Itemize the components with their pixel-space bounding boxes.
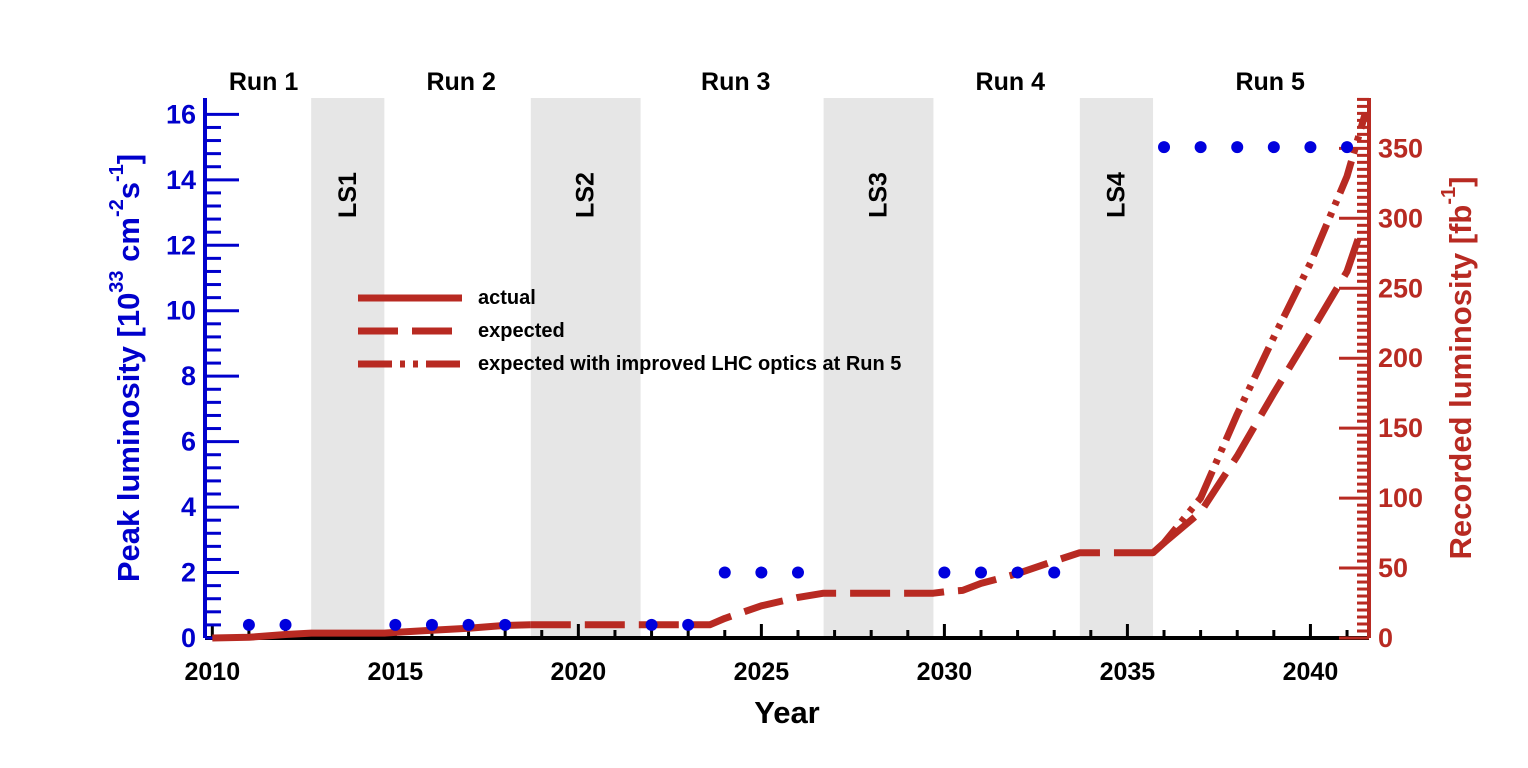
right-y-tick-label: 100 — [1378, 483, 1423, 513]
run-label-run-4: Run 4 — [976, 68, 1046, 96]
right-y-axis-title-part: Recorded luminosity [fb — [1443, 205, 1478, 560]
peak-luminosity-point — [389, 618, 402, 631]
peak-luminosity-point — [1011, 566, 1024, 579]
x-tick-label: 2030 — [917, 658, 973, 686]
run-label-run-3: Run 3 — [701, 68, 770, 96]
left-y-axis-title-part: ] — [111, 154, 146, 164]
series-line-dashed — [530, 238, 1362, 629]
left-y-tick-label: 10 — [166, 296, 196, 326]
peak-luminosity-point — [645, 618, 658, 631]
left-y-axis-title-exponent: -2 — [106, 199, 128, 217]
legend-label-dashed: expected — [478, 320, 565, 342]
x-tick-label: 2010 — [185, 658, 241, 686]
x-tick-label: 2035 — [1100, 658, 1156, 686]
x-tick-label: 2015 — [368, 658, 424, 686]
peak-luminosity-point — [1231, 141, 1244, 154]
left-y-axis-title-part: cm — [111, 217, 146, 270]
left-y-tick-label: 0 — [181, 623, 196, 653]
left-y-tick-label: 6 — [181, 427, 196, 457]
left-y-tick-label: 8 — [181, 361, 196, 391]
x-tick-label: 2040 — [1283, 658, 1339, 686]
peak-luminosity-point — [242, 618, 255, 631]
right-y-tick-label: 50 — [1378, 553, 1408, 583]
right-y-tick-label: 250 — [1378, 273, 1423, 303]
series-line-dashdot — [1150, 112, 1369, 556]
shutdown-label-ls1: LS1 — [334, 172, 362, 218]
shutdown-band-ls2 — [530, 98, 641, 638]
run-label-run-1: Run 1 — [229, 68, 299, 96]
right-y-tick-label: 350 — [1378, 133, 1423, 163]
peak-luminosity-point — [1267, 141, 1280, 154]
legend-label-dashdot: expected with improved LHC optics at Run… — [478, 353, 901, 375]
left-y-axis-title-exponent: 33 — [106, 270, 128, 292]
peak-luminosity-point — [279, 618, 292, 631]
left-y-axis-title-part: s — [111, 182, 146, 199]
right-y-tick-label: 200 — [1378, 343, 1423, 373]
right-y-tick-label: 150 — [1378, 413, 1423, 443]
x-tick-label: 2020 — [551, 658, 607, 686]
shutdown-label-ls3: LS3 — [865, 172, 893, 218]
shutdown-label-ls4: LS4 — [1102, 172, 1130, 218]
run-label-run-2: Run 2 — [426, 68, 495, 96]
peak-luminosity-point — [425, 618, 438, 631]
left-y-tick-label: 2 — [181, 558, 196, 588]
left-y-tick-label: 4 — [181, 492, 196, 522]
left-y-tick-label: 16 — [166, 99, 196, 129]
left-y-tick-label: 12 — [166, 230, 196, 260]
series-line-solid — [212, 621, 531, 642]
right-y-tick-label: 0 — [1378, 623, 1393, 653]
series-lines — [212, 112, 1369, 642]
legend: actual expected expected with improved LHC… — [358, 287, 901, 375]
shutdown-band-ls4 — [1079, 98, 1154, 638]
left-y-axis-title-exponent: -1 — [106, 164, 128, 182]
right-y-tick-label: 300 — [1378, 203, 1423, 233]
peak-luminosity-point — [755, 566, 768, 579]
run-labels: Run 1 Run 2 Run 3 Run 4 Run 5 — [229, 68, 1305, 96]
right-y-axis-title: Recorded luminosity [fb-1] — [1438, 177, 1478, 560]
legend-label-solid: actual — [478, 287, 536, 309]
peak-luminosity-point — [1304, 141, 1317, 154]
shutdown-band-ls1 — [311, 98, 385, 638]
peak-luminosity-point — [1341, 141, 1354, 154]
peak-luminosity-point — [1158, 141, 1171, 154]
shutdown-label-ls2: LS2 — [572, 172, 600, 218]
shutdown-band-ls3 — [823, 98, 934, 638]
peak-luminosity-point — [1048, 566, 1061, 579]
left-y-axis-title-part: Peak luminosity [10 — [111, 293, 146, 582]
left-y-tick-label: 14 — [166, 165, 196, 195]
peak-luminosity-point — [791, 566, 804, 579]
x-tick-label: 2025 — [734, 658, 790, 686]
axes: 2010 2015 2020 2025 2030 2035 2040 0 2 4 6 8 10 12 14 1… — [166, 97, 1423, 686]
peak-luminosity-point — [462, 618, 475, 631]
right-y-axis-title-part: ] — [1443, 177, 1478, 187]
right-y-axis-title-exponent: -1 — [1438, 187, 1460, 205]
run-label-run-5: Run 5 — [1235, 68, 1305, 96]
peak-luminosity-point — [718, 566, 731, 579]
peak-luminosity-point — [499, 618, 512, 631]
peak-luminosity-point — [682, 618, 695, 631]
peak-luminosity-point — [938, 566, 951, 579]
peak-luminosity-point — [975, 566, 987, 579]
peak-luminosity-points — [242, 141, 1354, 631]
x-axis-title: Year — [754, 695, 820, 730]
shutdown-bands: LS1 LS2 LS3 LS4 — [311, 98, 1154, 638]
left-y-axis-title: Peak luminosity [1033 cm-2s-1] — [106, 154, 146, 582]
peak-luminosity-point — [1194, 141, 1207, 154]
